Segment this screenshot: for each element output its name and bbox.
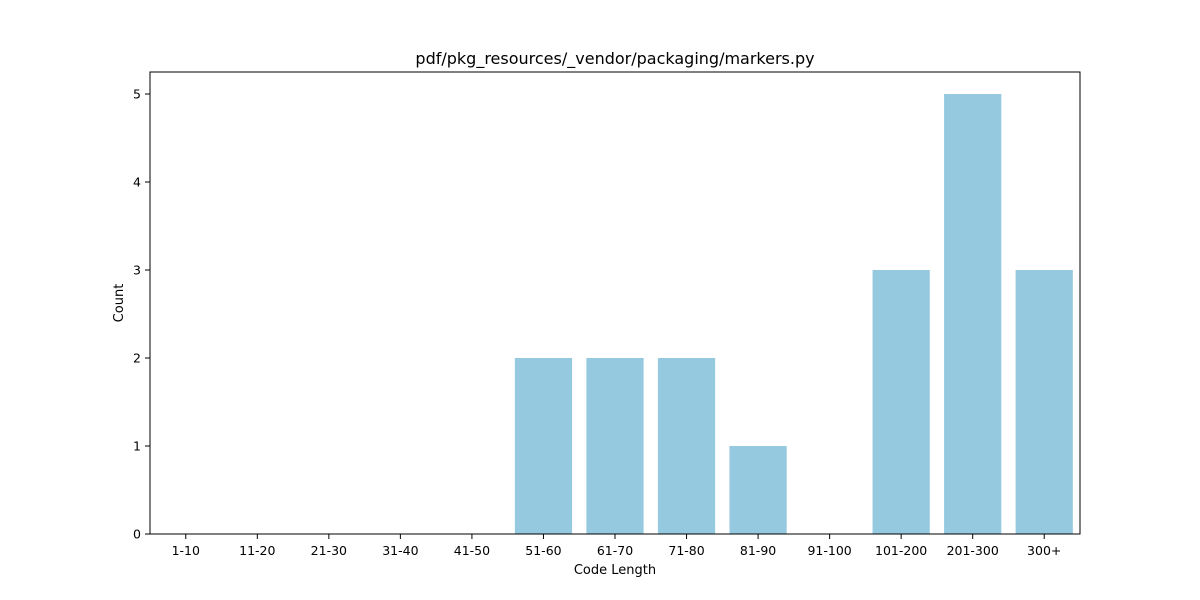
x-tick-label: 91-100 — [807, 543, 851, 558]
y-axis-label: Count — [112, 284, 127, 323]
x-tick-label: 41-50 — [454, 543, 490, 558]
x-tick-label: 61-70 — [597, 543, 633, 558]
x-tick-label: 11-20 — [239, 543, 275, 558]
y-axis-ticks: 0 1 2 3 4 5 — [133, 87, 150, 542]
x-tick-label: 101-200 — [875, 543, 927, 558]
x-axis-ticks: 1-10 11-20 21-30 31-40 41-50 51-60 61-70 71-80 8… — [172, 534, 1061, 558]
x-axis-label: Code Length — [574, 563, 656, 578]
x-tick-label: 81-90 — [740, 543, 776, 558]
y-tick-label: 5 — [133, 87, 141, 102]
bars-layer — [514, 94, 1073, 534]
bar-81-90 — [729, 446, 787, 534]
x-tick-label: 31-40 — [382, 543, 418, 558]
x-tick-label: 71-80 — [668, 543, 704, 558]
bar-101-200 — [872, 270, 930, 534]
x-tick-label: 21-30 — [311, 543, 347, 558]
x-tick-label: 300+ — [1027, 543, 1061, 558]
y-tick-label: 0 — [133, 527, 141, 542]
bar-300+ — [1015, 270, 1073, 534]
x-tick-label: 1-10 — [172, 543, 200, 558]
x-tick-label: 51-60 — [525, 543, 561, 558]
y-tick-label: 4 — [133, 175, 141, 190]
y-tick-label: 1 — [133, 439, 141, 454]
y-tick-label: 2 — [133, 351, 141, 366]
plot-frame — [149, 71, 1081, 535]
bar-61-70 — [586, 358, 644, 534]
chart-title: pdf/pkg_resources/_vendor/packaging/mark… — [415, 49, 814, 69]
bar-201-300 — [944, 94, 1002, 534]
y-tick-label: 3 — [133, 263, 141, 278]
bar-51-60 — [514, 358, 573, 534]
x-tick-label: 201-300 — [947, 543, 999, 558]
bar-71-80 — [657, 358, 716, 534]
